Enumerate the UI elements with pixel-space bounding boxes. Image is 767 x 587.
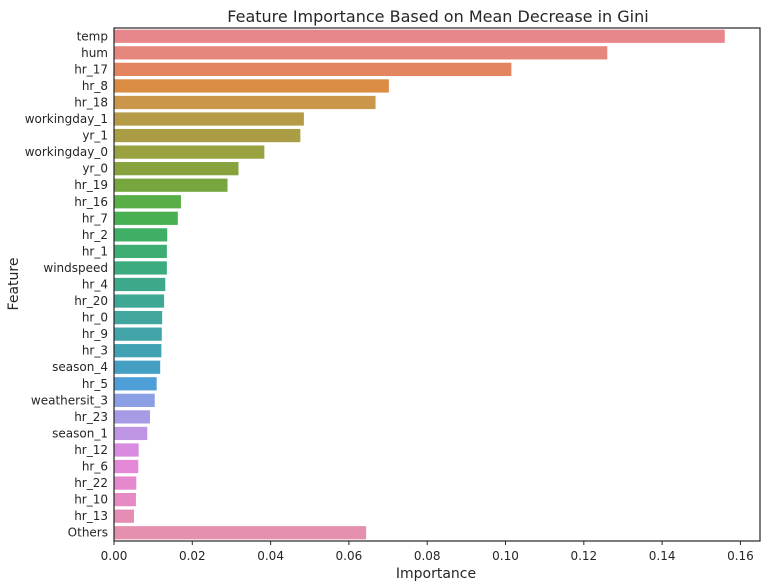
- bar-hr_2: [114, 228, 168, 242]
- y-tick-label: hr_20: [74, 294, 108, 308]
- bar-season_1: [114, 426, 148, 441]
- bar-hr_5: [114, 377, 157, 391]
- bar-hr_23: [114, 410, 151, 424]
- y-tick-label: hr_17: [74, 62, 108, 76]
- y-tick-label: hr_5: [82, 377, 108, 391]
- x-tick-label: 0.16: [727, 549, 754, 563]
- y-tick-label: hr_7: [82, 211, 108, 225]
- x-tick-label: 0.12: [570, 549, 597, 563]
- y-tick-label: season_4: [52, 360, 108, 374]
- y-tick-label: hr_8: [82, 79, 108, 93]
- bar-hr_12: [114, 443, 139, 457]
- bar-group: [114, 29, 725, 540]
- y-tick-label: workingday_1: [25, 112, 108, 126]
- bar-temp: [114, 29, 725, 43]
- bar-windspeed: [114, 261, 167, 275]
- bar-hr_10: [114, 493, 136, 507]
- bar-hr_3: [114, 344, 162, 358]
- y-tick-label: workingday_0: [25, 145, 108, 159]
- bar-hr_4: [114, 277, 166, 292]
- y-tick-labels: temp hum hr_17 hr_8 hr_18 workingday_1 yr_1wor…: [25, 29, 108, 539]
- y-tick-label: hr_18: [74, 95, 108, 109]
- bar-hr_1: [114, 244, 167, 259]
- x-tick-label: 0.04: [257, 549, 284, 563]
- bar-hr_0: [114, 310, 163, 325]
- y-tick-label: yr_1: [82, 129, 108, 143]
- bar-hr_20: [114, 294, 165, 308]
- bar-hr_19: [114, 178, 228, 192]
- bar-hr_7: [114, 211, 178, 225]
- bar-Others: [114, 526, 367, 540]
- y-tick-label: hr_9: [82, 327, 108, 341]
- bar-hr_22: [114, 476, 137, 490]
- y-tick-label: hr_6: [82, 460, 108, 474]
- y-tick-label: hr_3: [82, 344, 108, 358]
- x-tick-label: 0.08: [414, 549, 441, 563]
- bar-hr_6: [114, 459, 139, 474]
- y-tick-label: temp: [77, 29, 108, 43]
- chart-title: Feature Importance Based on Mean Decreas…: [227, 7, 648, 26]
- bar-yr_1: [114, 128, 301, 143]
- x-tick-label: 0.14: [649, 549, 676, 563]
- x-tick-label: 0.00: [101, 549, 128, 563]
- y-tick-label: hr_2: [82, 228, 108, 242]
- y-tick-label: hr_12: [74, 443, 108, 457]
- bar-hr_17: [114, 62, 512, 76]
- x-tick-label: 0.10: [492, 549, 519, 563]
- bar-workingday_1: [114, 112, 304, 126]
- bar-hr_9: [114, 327, 162, 341]
- y-tick-label: hr_16: [74, 195, 108, 209]
- x-tick-label: 0.02: [179, 549, 206, 563]
- y-tick-label: windspeed: [43, 261, 108, 275]
- bar-yr_0: [114, 162, 239, 176]
- bar-season_4: [114, 360, 161, 374]
- y-tick-label: hr_1: [82, 244, 108, 258]
- y-tick-label: hr_10: [74, 493, 108, 507]
- plot-frame: [113, 27, 761, 542]
- y-axis-label: Feature: [6, 258, 22, 311]
- y-tick-label: hr_0: [82, 311, 108, 325]
- y-tick-label: hum: [81, 46, 108, 60]
- y-tick-label: hr_13: [74, 509, 108, 523]
- bar-hr_8: [114, 79, 389, 93]
- y-tick-label: hr_4: [82, 278, 108, 292]
- x-tick-label: 0.06: [336, 549, 363, 563]
- y-tick-label: Others: [68, 526, 108, 540]
- y-tick-label: weathersit_3: [31, 393, 108, 407]
- bar-hum: [114, 46, 608, 60]
- bar-hr_16: [114, 195, 181, 209]
- bar-workingday_0: [114, 145, 265, 159]
- x-ticks: 0.00 0.02 0.04 0.06 0.08 0.10 0.12 0.14 0.16: [101, 541, 754, 563]
- y-tick-label: season_1: [52, 426, 108, 440]
- y-tick-label: hr_19: [74, 178, 108, 192]
- x-axis-label: Importance: [396, 566, 476, 582]
- bar-hr_18: [114, 95, 376, 110]
- y-tick-label: yr_0: [82, 162, 108, 176]
- y-tick-label: hr_22: [74, 476, 108, 490]
- bar-hr_13: [114, 509, 134, 523]
- bar-weathersit_3: [114, 393, 155, 407]
- y-tick-label: hr_23: [74, 410, 108, 424]
